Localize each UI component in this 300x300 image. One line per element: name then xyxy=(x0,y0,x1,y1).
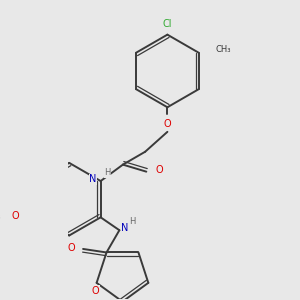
Text: N: N xyxy=(89,174,97,184)
Text: O: O xyxy=(11,211,19,221)
Text: N: N xyxy=(121,223,128,233)
Text: O: O xyxy=(156,166,163,176)
Text: H: H xyxy=(104,168,110,177)
Text: Cl: Cl xyxy=(163,19,172,29)
Text: H: H xyxy=(129,217,136,226)
Text: CH₃: CH₃ xyxy=(0,212,2,221)
Text: O: O xyxy=(92,286,99,296)
Text: CH₃: CH₃ xyxy=(215,45,231,54)
Text: O: O xyxy=(67,243,75,253)
Text: O: O xyxy=(164,119,171,129)
